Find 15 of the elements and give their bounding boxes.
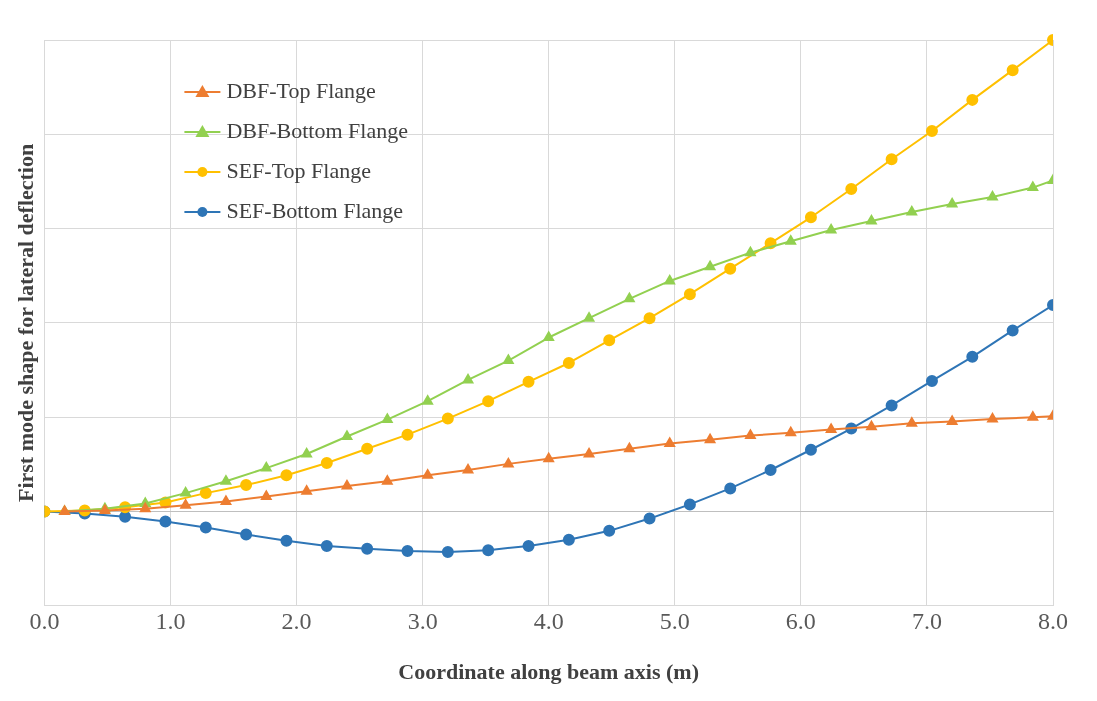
- x-tick-label: 8.0: [1038, 608, 1068, 635]
- legend-label: SEF-Bottom Flange: [226, 197, 404, 223]
- x-tick-label: 2.0: [281, 608, 312, 635]
- x-tick-label: 7.0: [911, 608, 942, 635]
- x-tick-label: 0.0: [29, 608, 60, 635]
- x-tick-label: 3.0: [407, 608, 438, 635]
- legend-label: DBF-Bottom Flange: [226, 117, 408, 143]
- legend-label: SEF-Top Flange: [226, 157, 371, 183]
- legend-label: DBF-Top Flange: [226, 77, 376, 103]
- x-tick-label: 5.0: [659, 608, 690, 635]
- x-axis-title: Coordinate along beam axis (m): [398, 659, 700, 685]
- x-tick-label: 6.0: [785, 608, 816, 635]
- x-tick-label: 1.0: [155, 608, 186, 635]
- x-tick-label: 4.0: [533, 608, 564, 635]
- y-axis-title: First mode shape for lateral deflection: [12, 143, 38, 503]
